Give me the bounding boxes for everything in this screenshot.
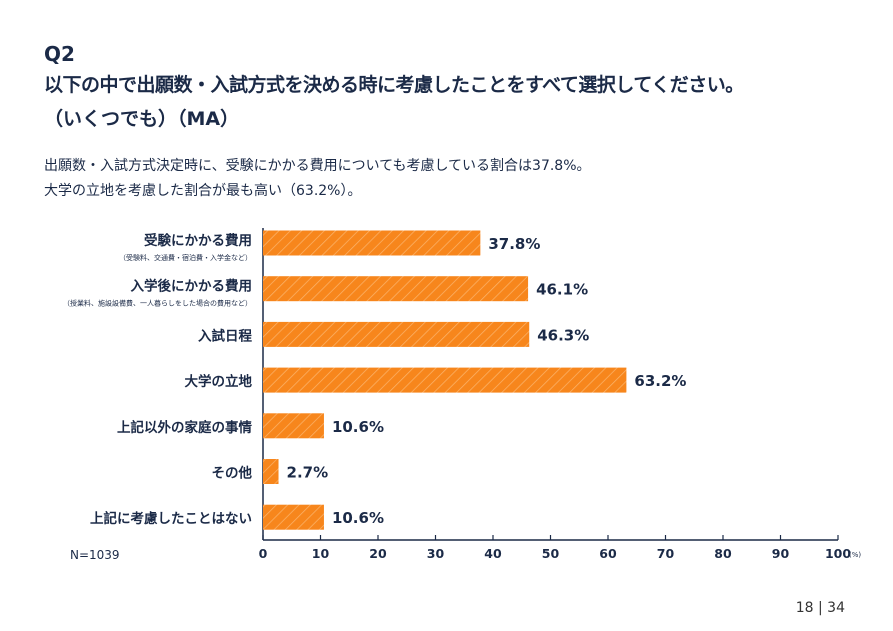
x-tick-label: 70 [657,546,675,561]
category-label: 上記に考慮したことはない [90,510,252,527]
summary-line-1: 出願数・入試方式決定時に、受験にかかる費用についても考慮している割合は37.8%… [44,158,591,174]
bar [263,504,324,530]
question-number: Q2 [44,42,75,66]
category-sublabel: （授業料、施設設備費、一人暮らしをした場合の費用など） [63,299,252,308]
x-tick-label: 40 [484,546,502,561]
data-label: 63.2% [634,372,686,390]
page-number: 18 | 34 [795,600,845,616]
bar [263,367,627,393]
category-label: 大学の立地 [185,373,253,390]
category-label: 入学後にかかる費用 [131,278,253,295]
category-label: 上記以外の家庭の事情 [117,419,252,436]
category-label: 受験にかかる費用 [144,232,252,249]
data-label: 10.6% [332,509,384,527]
bar [263,459,279,484]
data-label: 46.3% [537,326,589,344]
x-tick-label: 100 [825,546,851,561]
x-tick-label: 90 [772,546,790,561]
x-tick-label: 50 [542,546,560,561]
category-label: その他 [212,465,253,482]
data-label: 46.1% [536,281,588,299]
bar [263,413,324,439]
x-tick-label: 60 [599,546,617,561]
data-label: 37.8% [488,235,540,253]
x-tick-label: 80 [714,546,732,561]
category-sublabel: （受験料、交通費・宿泊費・入学金など） [119,253,252,262]
data-label: 10.6% [332,418,384,436]
bar [263,276,529,302]
bar [263,230,481,256]
x-tick-label: 0 [259,546,268,561]
bar [263,321,530,347]
page-title: 以下の中で出願数・入試方式を決める時に考慮したことをすべて選択してください。 [44,74,744,96]
summary-line-2: 大学の立地を考慮した割合が最も高い（63.2%）。 [44,183,362,199]
sample-size: N=1039 [70,548,120,562]
data-label: 2.7% [287,464,329,482]
x-tick-label: 30 [427,546,445,561]
page-subtitle: （いくつでも）（MA） [44,108,240,130]
x-tick-label: 20 [369,546,387,561]
category-label: 入試日程 [198,327,252,344]
x-unit-label: (%) [849,551,861,559]
x-tick-label: 10 [312,546,330,561]
